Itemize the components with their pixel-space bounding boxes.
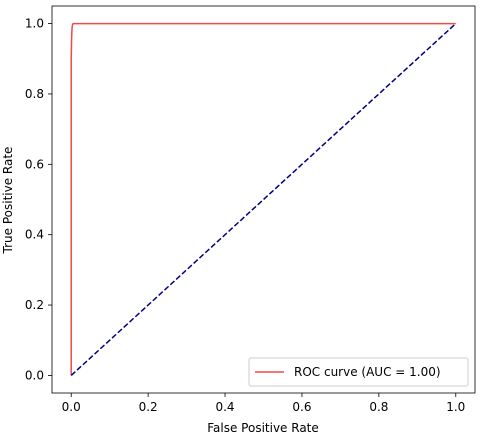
x-tick-label: 0.6 xyxy=(292,400,311,414)
y-tick-label: 1.0 xyxy=(25,17,44,31)
y-tick-label: 0.8 xyxy=(25,87,44,101)
y-tick-label: 0.2 xyxy=(25,298,44,312)
legend-box xyxy=(248,357,469,387)
y-tick-label: 0.0 xyxy=(25,368,44,382)
x-tick-label: 0.0 xyxy=(62,400,81,414)
y-tick-label: 0.6 xyxy=(25,157,44,171)
y-axis-label: True Positive Rate xyxy=(1,147,15,255)
x-axis-ticks: 0.0 0.2 0.4 0.6 0.8 1.0 xyxy=(62,393,465,414)
x-tick-label: 0.4 xyxy=(215,400,234,414)
y-tick-label: 0.4 xyxy=(25,228,44,242)
chance-diagonal-line xyxy=(70,23,457,376)
x-tick-label: 0.8 xyxy=(369,400,388,414)
x-axis-label: False Positive Rate xyxy=(207,421,319,435)
x-tick-label: 1.0 xyxy=(446,400,465,414)
legend: ROC curve (AUC = 1.00) xyxy=(248,357,469,387)
y-axis-ticks: 0.0 0.2 0.4 0.6 0.8 1.0 xyxy=(25,17,52,382)
axes-border xyxy=(51,5,476,394)
axes-frame xyxy=(51,5,476,394)
legend-label: ROC curve (AUC = 1.00) xyxy=(294,365,441,379)
plot-area xyxy=(70,22,457,376)
x-tick-label: 0.2 xyxy=(139,400,158,414)
roc-curve-line xyxy=(70,22,456,376)
